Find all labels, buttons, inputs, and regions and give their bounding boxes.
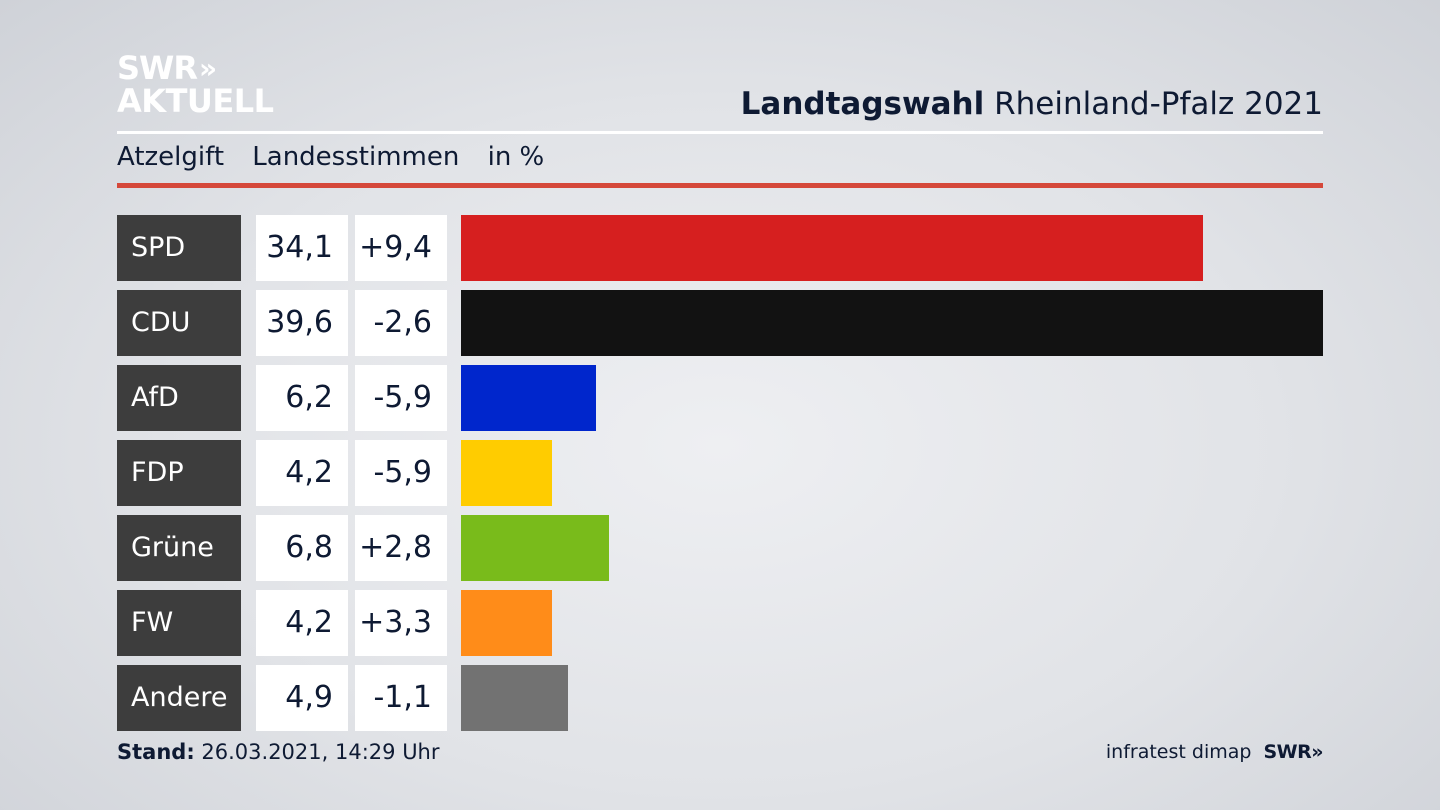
timestamp: Stand: 26.03.2021, 14:29 Uhr xyxy=(117,740,440,764)
subtitle-unit: in % xyxy=(487,142,545,172)
chart-row: FDP 4,2 -5,9 xyxy=(0,440,1440,506)
vote-share-label: 4,2 xyxy=(256,440,348,506)
chart-row: AfD 6,2 -5,9 xyxy=(0,365,1440,431)
vote-share-bar xyxy=(461,590,552,656)
vote-share-label: 39,6 xyxy=(256,290,348,356)
vote-share-label: 6,8 xyxy=(256,515,348,581)
source-credit: infratest dimap SWR» xyxy=(1105,741,1324,763)
page-title: Landtagswahl Rheinland-Pfalz 2021 xyxy=(741,86,1323,122)
vote-share-label: 4,2 xyxy=(256,590,348,656)
vote-share-bar xyxy=(461,515,609,581)
chart-row: Grüne 6,8 +2,8 xyxy=(0,515,1440,581)
footer-swr-logo: SWR» xyxy=(1263,741,1323,763)
party-label: Andere xyxy=(117,665,241,731)
title-bold: Landtagswahl xyxy=(740,86,985,122)
title-rest: Rheinland-Pfalz 2021 xyxy=(994,86,1323,122)
party-label: SPD xyxy=(117,215,241,281)
change-label: -5,9 xyxy=(355,365,447,431)
chart-row: SPD 34,1 +9,4 xyxy=(0,215,1440,281)
vote-share-bar xyxy=(461,290,1323,356)
footer-chevron-icon: » xyxy=(1311,741,1323,763)
chart-subtitle: Atzelgift Landesstimmen in % xyxy=(117,142,564,172)
party-label: CDU xyxy=(117,290,241,356)
chart-row: CDU 39,6 -2,6 xyxy=(0,290,1440,356)
vote-share-bar xyxy=(461,215,1203,281)
vote-share-bar xyxy=(461,440,552,506)
vote-share-bar xyxy=(461,365,596,431)
change-label: +9,4 xyxy=(355,215,447,281)
change-label: -2,6 xyxy=(355,290,447,356)
change-label: +2,8 xyxy=(355,515,447,581)
chart-row: FW 4,2 +3,3 xyxy=(0,590,1440,656)
swr-aktuell-logo: SWR» AKTUELL xyxy=(117,52,274,118)
party-label: Grüne xyxy=(117,515,241,581)
logo-swr: SWR xyxy=(117,49,198,87)
subtitle-metric: Landesstimmen xyxy=(252,142,460,172)
change-label: -1,1 xyxy=(355,665,447,731)
party-label: AfD xyxy=(117,365,241,431)
vote-share-label: 4,9 xyxy=(256,665,348,731)
change-label: +3,3 xyxy=(355,590,447,656)
vote-share-label: 6,2 xyxy=(256,365,348,431)
party-label: FW xyxy=(117,590,241,656)
vote-share-label: 34,1 xyxy=(256,215,348,281)
stand-label: Stand: xyxy=(117,740,195,764)
change-label: -5,9 xyxy=(355,440,447,506)
source-name: infratest dimap xyxy=(1105,741,1252,763)
stand-value: 26.03.2021, 14:29 Uhr xyxy=(201,740,440,764)
header-divider xyxy=(117,131,1323,134)
subtitle-divider xyxy=(117,183,1323,188)
subtitle-place: Atzelgift xyxy=(117,142,225,172)
chart-row: Andere 4,9 -1,1 xyxy=(0,665,1440,731)
vote-share-bar xyxy=(461,665,568,731)
footer-brand: SWR xyxy=(1263,741,1312,763)
logo-aktuell: AKTUELL xyxy=(117,82,274,120)
party-label: FDP xyxy=(117,440,241,506)
